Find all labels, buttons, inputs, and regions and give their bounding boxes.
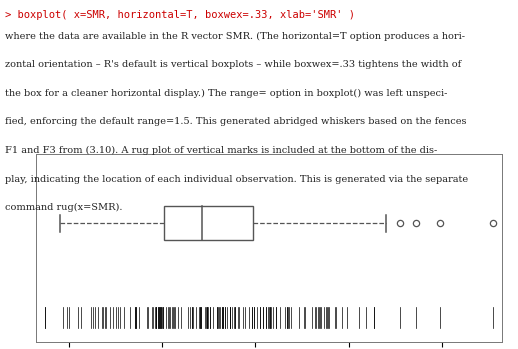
Text: where the data are available in the R vector SMR. (The horizontal=T option produ: where the data are available in the R ve… [5, 31, 465, 40]
Text: command rug(x=SMR).: command rug(x=SMR). [5, 203, 123, 212]
Text: F1 and F3 from (3.10). A rug plot of vertical marks is included at the bottom of: F1 and F3 from (3.10). A rug plot of ver… [5, 146, 437, 155]
Bar [164, 206, 253, 240]
Text: play, indicating the location of each individual observation. This is generated : play, indicating the location of each in… [5, 174, 468, 184]
Text: fied, enforcing the default range=1.5. This generated abridged whiskers based on: fied, enforcing the default range=1.5. T… [5, 117, 467, 126]
Text: > boxplot( x=SMR, horizontal=T, boxwex=.33, xlab='SMR' ): > boxplot( x=SMR, horizontal=T, boxwex=.… [5, 10, 355, 21]
Text: zontal orientation – R's default is vertical boxplots – while boxwex=.33 tighten: zontal orientation – R's default is vert… [5, 60, 462, 69]
Text: the box for a cleaner horizontal display.) The range= option in boxplot() was le: the box for a cleaner horizontal display… [5, 89, 448, 98]
